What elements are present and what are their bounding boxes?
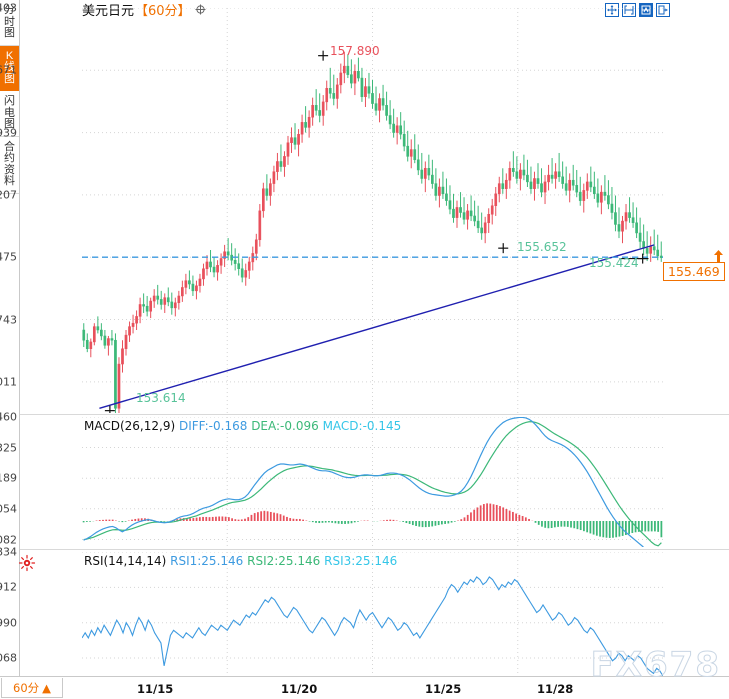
- axis-tick-label: 52.990: [0, 616, 17, 630]
- sidebar-char: 电: [4, 106, 15, 119]
- sidebar-item-contract-info[interactable]: 合约资料: [0, 137, 19, 194]
- chart-title-bar: 美元日元 【60分】: [82, 1, 206, 19]
- sidebar-char: 图: [4, 27, 15, 39]
- price-axis-left: 158.403 157.671 156.939 156.207 155.475 154.7…: [0, 2, 20, 413]
- period-selector-arrow-icon: ▲: [42, 680, 51, 695]
- sidebar-char: 约: [4, 152, 15, 164]
- sidebar-char: 图: [4, 72, 15, 85]
- macd-plot-area[interactable]: [82, 417, 663, 547]
- axis-tick-label: 154.011: [0, 375, 17, 389]
- period-selector-label: 60分: [13, 680, 40, 695]
- title-period-label: 【60分】: [135, 3, 191, 19]
- panel-divider-2: [20, 549, 729, 550]
- sidebar-char: 线: [4, 61, 15, 73]
- axis-tick-label: 0.189: [0, 471, 17, 485]
- price-panel: 158.403 157.671 156.939 156.207 155.475 154.7…: [0, 2, 729, 413]
- recent-low-marker: 155.652: [517, 240, 567, 254]
- axis-tick-label: 0.325: [0, 441, 17, 455]
- axis-tick-label: 156.939: [0, 126, 17, 140]
- axis-tick-label: 0.054: [0, 502, 17, 516]
- sidebar-item-timeline[interactable]: 分时图: [0, 0, 19, 46]
- macd-diff-value: DIFF:-0.168: [178, 419, 248, 433]
- macd-panel: MACD(26,12,9) DIFF:-0.168 DEA:-0.096 MAC…: [0, 411, 729, 547]
- price-up-arrow-icon: [713, 249, 724, 263]
- page-title: 美元日元: [82, 3, 135, 19]
- pan-tool-icon[interactable]: [605, 3, 619, 17]
- rsi-plot-area[interactable]: [82, 552, 663, 676]
- period-selector-button[interactable]: 60分 ▲: [1, 678, 63, 698]
- sidebar-item-lightning[interactable]: 闪电图: [0, 91, 19, 137]
- last-low-marker: 155.424: [589, 256, 639, 270]
- sidebar-char: 时: [4, 15, 15, 28]
- low-marker: 153.614: [136, 391, 186, 405]
- zoom-fit-icon[interactable]: [639, 3, 653, 17]
- axis-tick-label: 155.475: [0, 250, 17, 264]
- sidebar-char: 合: [4, 140, 15, 153]
- measure-tool-icon[interactable]: [622, 3, 636, 17]
- axis-tick-label: 154.743: [0, 313, 17, 327]
- chart-toolbar: [605, 3, 670, 17]
- rsi-settings-sun-icon[interactable]: [17, 553, 37, 573]
- sidebar-char: 闪: [4, 95, 15, 107]
- rsi-title: RSI(14,14,14): [84, 554, 167, 568]
- axis-tick-label: 158.403: [0, 1, 17, 15]
- sidebar-char: 料: [4, 175, 15, 187]
- time-axis-label: 11/25: [425, 682, 462, 696]
- axis-tick-label: 66.912: [0, 580, 17, 594]
- sidebar-char: 资: [4, 163, 15, 176]
- axis-tick-label: 39.068: [0, 651, 17, 665]
- macd-axis-left: 0.460 0.325 0.189 0.054 -0.082: [0, 411, 20, 547]
- panel-divider-1: [20, 414, 729, 415]
- crosshair-circle-icon[interactable]: [195, 4, 206, 15]
- exit-fullscreen-icon[interactable]: [656, 3, 670, 17]
- sidebar-char: K: [5, 49, 14, 62]
- time-axis-label: 11/20: [281, 682, 318, 696]
- axis-tick-label: 0.460: [0, 410, 17, 424]
- axis-tick-label: 156.207: [0, 188, 17, 202]
- axis-tick-label: 157.671: [0, 63, 17, 77]
- time-axis-label: 11/28: [537, 682, 574, 696]
- macd-dea-value: DEA:-0.096: [251, 419, 319, 433]
- macd-header: MACD(26,12,9) DIFF:-0.168 DEA:-0.096 MAC…: [84, 419, 401, 433]
- axis-tick-label: 80.834: [0, 545, 17, 559]
- rsi-header: RSI(14,14,14) RSI1:25.146 RSI2:25.146 RS…: [84, 554, 397, 568]
- rsi3-value: RSI3:25.146: [324, 554, 398, 568]
- current-price-tag: 155.469: [663, 261, 725, 281]
- sidebar-char: 图: [4, 118, 15, 130]
- rsi1-value: RSI1:25.146: [170, 554, 244, 568]
- high-marker: 157.890: [330, 44, 380, 58]
- macd-macd-value: MACD:-0.145: [322, 419, 402, 433]
- rsi-axis-left: 80.834 66.912 52.990 39.068: [0, 546, 20, 676]
- time-axis-label: 11/15: [137, 682, 174, 696]
- axis-tick-label: -0.082: [0, 533, 17, 547]
- price-plot-area[interactable]: [82, 8, 663, 413]
- sidebar-char: 分: [4, 4, 15, 16]
- macd-title: MACD(26,12,9): [84, 419, 176, 433]
- rsi2-value: RSI2:25.146: [247, 554, 321, 568]
- rsi-panel: RSI(14,14,14) RSI1:25.146 RSI2:25.146 RS…: [0, 546, 729, 676]
- time-axis: 60分 ▲ 11/15 11/20 11/25 11/28: [0, 676, 729, 699]
